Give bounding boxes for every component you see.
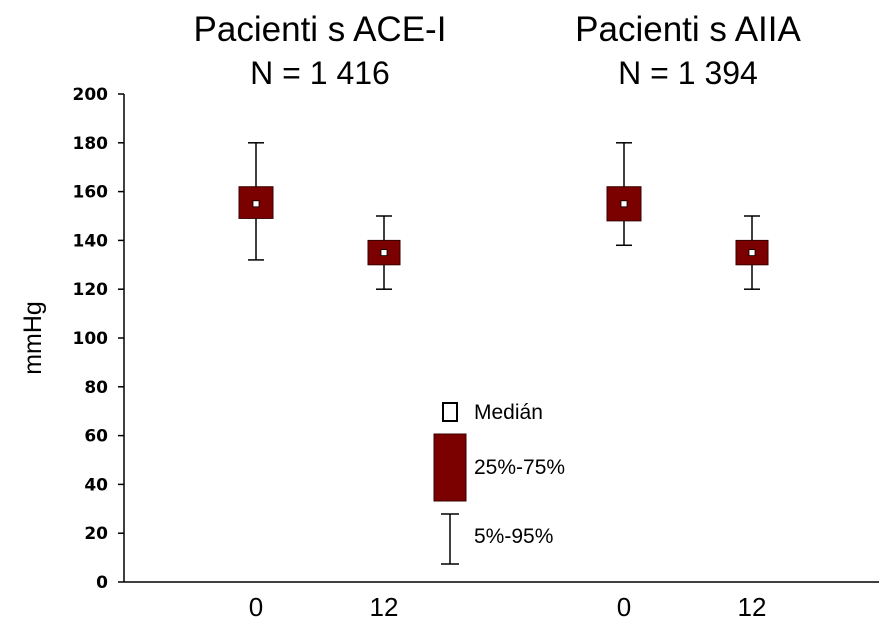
- median-marker: [749, 250, 755, 256]
- group-title-aiia: Pacienti s AIIA: [575, 10, 801, 49]
- y-tick-label: 60: [84, 427, 108, 447]
- median-marker: [381, 250, 387, 256]
- legend-iqr-swatch: [434, 434, 466, 501]
- boxes: [239, 143, 768, 289]
- y-tick-label: 20: [84, 524, 108, 544]
- y-ticks: 0 20 40 60 80 100 120 140 160 180 200: [73, 85, 125, 593]
- legend-iqr-label: 25%-75%: [474, 456, 565, 479]
- group-title-ace-i: Pacienti s ACE-I: [194, 10, 447, 49]
- legend-median-label: Medián: [474, 401, 543, 424]
- y-tick-label: 0: [96, 573, 108, 593]
- x-tick-label: 12: [738, 592, 767, 622]
- y-tick-label: 100: [73, 329, 109, 349]
- y-tick-label: 120: [73, 280, 109, 300]
- y-tick-label: 40: [84, 475, 108, 495]
- y-tick-label: 140: [73, 231, 109, 251]
- y-tick-label: 200: [73, 85, 109, 105]
- y-tick-label: 180: [73, 134, 109, 154]
- median-marker: [621, 201, 627, 207]
- legend-range-label: 5%-95%: [474, 525, 553, 548]
- x-ticks: 0 12 0 12: [249, 592, 767, 622]
- y-axis-label: mmHg: [19, 301, 47, 375]
- x-tick-label: 0: [617, 592, 631, 622]
- y-tick-label: 160: [73, 183, 109, 203]
- median-marker: [253, 201, 259, 207]
- legend-median-swatch: [443, 403, 457, 421]
- legend: Medián 25%-75% 5%-95%: [434, 401, 565, 564]
- x-tick-label: 0: [249, 592, 263, 622]
- x-tick-label: 12: [370, 592, 399, 622]
- y-tick-label: 80: [84, 378, 108, 398]
- group-subtitle-aiia: N = 1 394: [618, 55, 758, 91]
- group-subtitle-ace-i: N = 1 416: [250, 55, 390, 91]
